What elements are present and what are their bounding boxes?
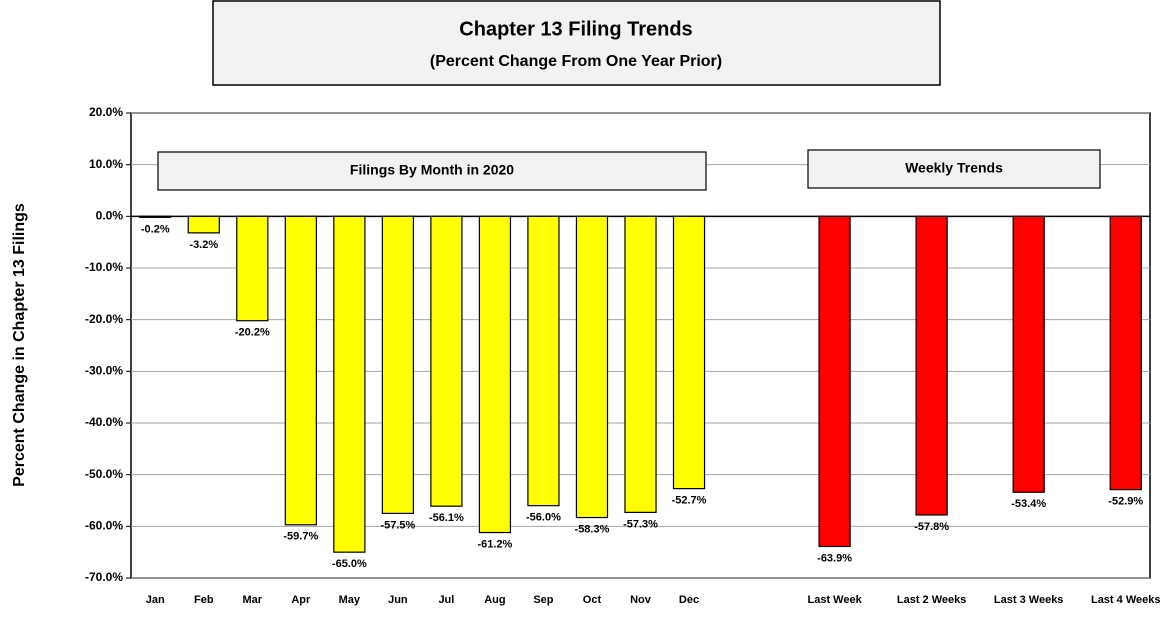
value-label: -56.1% [429,512,464,524]
y-axis-label: Percent Change in Chapter 13 Filings [11,203,28,487]
y-tick-label: 0.0% [96,209,124,223]
bar [818,215,851,548]
y-tick-label: -60.0% [85,519,123,533]
value-label: -20.2% [235,327,270,339]
y-tick-label: -30.0% [85,364,123,378]
value-label: -0.2% [141,223,170,235]
bar [381,215,415,515]
x-tick-label: Last 3 Weeks [994,594,1064,606]
y-tick-label: -10.0% [85,260,123,274]
x-tick-label: Nov [630,594,652,606]
value-label: -52.9% [1108,496,1143,508]
annotation: Weekly Trends [905,160,1003,176]
bar [624,215,657,513]
x-tick-label: Apr [291,594,311,606]
x-tick-label: Oct [583,594,602,606]
value-label: -59.7% [283,531,318,543]
x-tick-label: Aug [484,594,505,606]
bar [527,215,560,507]
bar [672,215,706,490]
bar [575,215,609,519]
value-label: -57.5% [380,519,415,531]
bar [430,215,463,507]
bar [284,215,317,526]
x-tick-label: Jun [388,594,408,606]
bar [1012,215,1045,493]
value-label: -53.4% [1011,498,1046,510]
value-label: -63.9% [817,552,852,564]
x-tick-label: Last Week [807,594,862,606]
x-tick-label: Jul [438,594,454,606]
x-tick-label: Last 4 Weeks [1091,594,1161,606]
x-tick-label: Sep [533,594,553,606]
value-label: -65.0% [332,558,367,570]
annotation-box [157,151,707,191]
value-label: -52.7% [672,495,707,507]
bar [139,215,172,218]
value-label: -57.8% [914,521,949,533]
x-tick-label: Feb [194,594,214,606]
annotation: Filings By Month in 2020 [350,162,514,178]
x-tick-label: Last 2 Weeks [897,594,967,606]
y-tick-label: 10.0% [89,157,123,171]
bar [333,215,366,553]
value-label: -57.3% [623,518,658,530]
value-label: -3.2% [189,239,218,251]
y-tick-label: 20.0% [89,105,123,119]
bar [187,215,220,234]
y-tick-label: -50.0% [85,467,123,481]
title-box [212,0,941,86]
x-tick-label: Jan [146,594,165,606]
bar [915,215,948,516]
chart-title: Chapter 13 Filing Trends [459,18,692,40]
y-tick-label: -40.0% [85,415,123,429]
y-tick-label: -70.0% [85,570,123,584]
bar [478,215,512,534]
value-label: -61.2% [477,538,512,550]
bar [236,215,269,322]
x-tick-label: May [339,594,361,606]
marks: -70.0% -60.0% -50.0% -40.0% -30.0% -20.0% -10.… [85,105,1161,606]
x-tick-label: Dec [679,594,699,606]
chart-subtitle: (Percent Change From One Year Prior) [430,53,722,70]
value-label: -56.0% [526,512,561,524]
value-label: -58.3% [575,523,610,535]
x-tick-label: Mar [243,594,263,606]
annotation-box [807,149,1101,189]
bar [1109,215,1142,491]
y-tick-label: -20.0% [85,312,123,326]
